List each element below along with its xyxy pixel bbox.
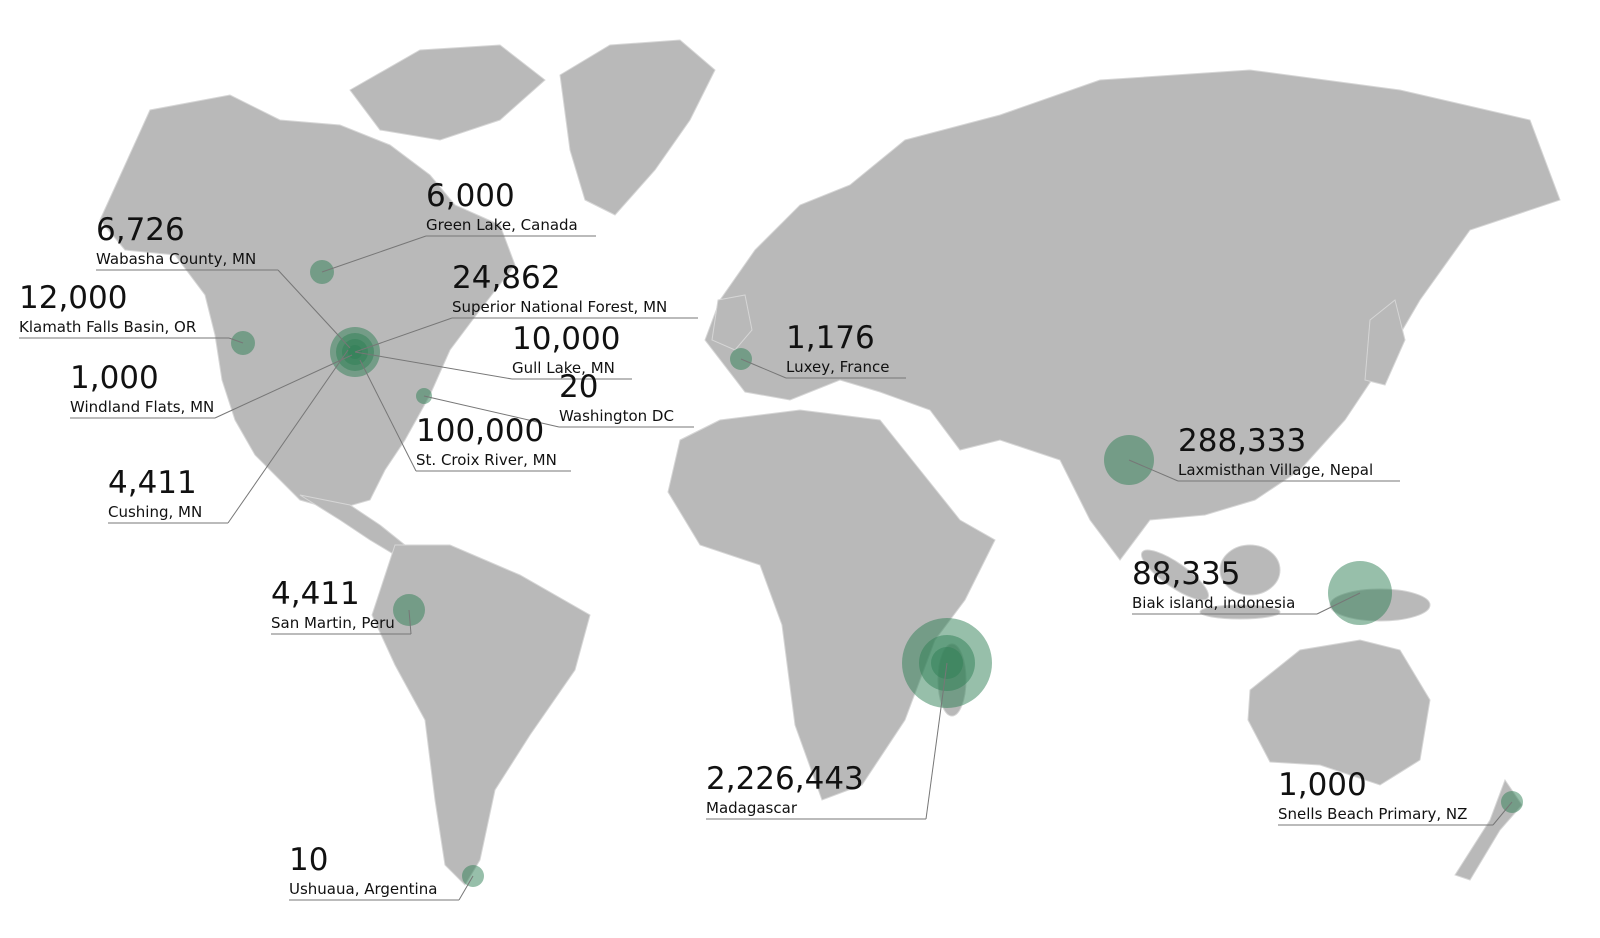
java xyxy=(1199,604,1281,620)
marker-label: 2,226,443 Madagascar xyxy=(706,662,948,820)
leader-line xyxy=(228,337,244,344)
marker-label: 1,000 Windland Flats, MN xyxy=(70,354,353,419)
labels: 6,000 Green Lake, Canada 6,726 Wabasha Coun… xyxy=(19,178,1513,901)
leader-line xyxy=(214,354,353,419)
marker-place: San Martin, Peru xyxy=(271,614,395,632)
marker-place: Ushuaua, Argentina xyxy=(289,880,437,898)
leader-line xyxy=(277,269,351,349)
marker-label: 10,000 Gull Lake, MN xyxy=(354,321,632,380)
marker-label: 4,411 San Martin, Peru xyxy=(271,576,412,635)
marker-label: 6,726 Wabasha County, MN xyxy=(96,212,351,349)
marker-place: Cushing, MN xyxy=(108,503,202,521)
leader-line xyxy=(740,358,787,379)
japan xyxy=(1364,299,1406,386)
sumatra xyxy=(1141,549,1209,601)
australia xyxy=(1247,639,1431,786)
marker-label: 100,000 St. Croix River, MN xyxy=(359,359,571,472)
marker-label: 12,000 Klamath Falls Basin, OR xyxy=(19,280,244,344)
greenland xyxy=(559,39,716,216)
marker-value: 1,176 xyxy=(786,320,875,356)
leader-line xyxy=(925,662,948,820)
leader-line xyxy=(1492,801,1513,826)
leader-line xyxy=(458,875,474,901)
marker-label: 1,176 Luxey, France xyxy=(740,320,906,379)
marker-value: 1,000 xyxy=(70,360,159,396)
marker-value: 1,000 xyxy=(1278,767,1367,803)
marker-value: 288,333 xyxy=(1178,423,1306,459)
marker-value: 2,226,443 xyxy=(706,761,864,797)
marker-place: Snells Beach Primary, NZ xyxy=(1278,805,1467,823)
arctic-islands xyxy=(349,44,546,141)
marker-place: Gull Lake, MN xyxy=(512,359,615,377)
marker-place: St. Croix River, MN xyxy=(416,451,557,469)
marker-label: 88,335 Biak island, indonesia xyxy=(1132,556,1361,615)
marker-place: Wabasha County, MN xyxy=(96,250,256,268)
marker-value: 6,000 xyxy=(426,178,515,214)
marker-value: 100,000 xyxy=(416,413,544,449)
leader-line xyxy=(354,351,513,380)
marker-place: Green Lake, Canada xyxy=(426,216,578,234)
marker-value: 4,411 xyxy=(108,465,197,501)
marker-value: 4,411 xyxy=(271,576,360,612)
marker-label: 1,000 Snells Beach Primary, NZ xyxy=(1278,767,1513,826)
marker-value: 88,335 xyxy=(1132,556,1240,592)
eurasia xyxy=(704,69,1561,561)
marker-value: 6,726 xyxy=(96,212,185,248)
marker-place: Washington DC xyxy=(559,407,674,425)
marker-place: Windland Flats, MN xyxy=(70,398,214,416)
borneo xyxy=(1219,544,1281,596)
marker-label: 6,000 Green Lake, Canada xyxy=(321,178,596,273)
great-britain xyxy=(711,294,753,351)
marker-value: 12,000 xyxy=(19,280,127,316)
marker-place: Biak island, indonesia xyxy=(1132,594,1295,612)
marker-place: Luxey, France xyxy=(786,358,890,376)
leader-line xyxy=(321,235,427,273)
marker-place: Madagascar xyxy=(706,799,798,817)
marker-label: 4,411 Cushing, MN xyxy=(108,349,349,524)
leader-line xyxy=(1316,592,1361,615)
leader-line xyxy=(423,395,560,428)
marker-value: 20 xyxy=(559,369,598,405)
south-america xyxy=(371,544,591,886)
marker-label: 10 Ushuaua, Argentina xyxy=(289,842,474,901)
leader-line xyxy=(408,609,412,635)
marker-value: 24,862 xyxy=(452,260,560,296)
marker-value: 10,000 xyxy=(512,321,620,357)
leader-line xyxy=(354,317,453,353)
marker-value: 10 xyxy=(289,842,328,878)
leader-line xyxy=(359,359,417,472)
africa xyxy=(667,409,996,801)
leader-line xyxy=(1128,459,1179,482)
marker-place: Superior National Forest, MN xyxy=(452,298,667,316)
marker-label: 20 Washington DC xyxy=(423,369,694,428)
marker-label: 288,333 Laxmisthan Village, Nepal xyxy=(1128,423,1400,482)
marker-label: 24,862 Superior National Forest, MN xyxy=(354,260,698,353)
leader-line xyxy=(227,349,349,524)
marker-place: Laxmisthan Village, Nepal xyxy=(1178,461,1373,479)
marker-place: Klamath Falls Basin, OR xyxy=(19,318,196,336)
